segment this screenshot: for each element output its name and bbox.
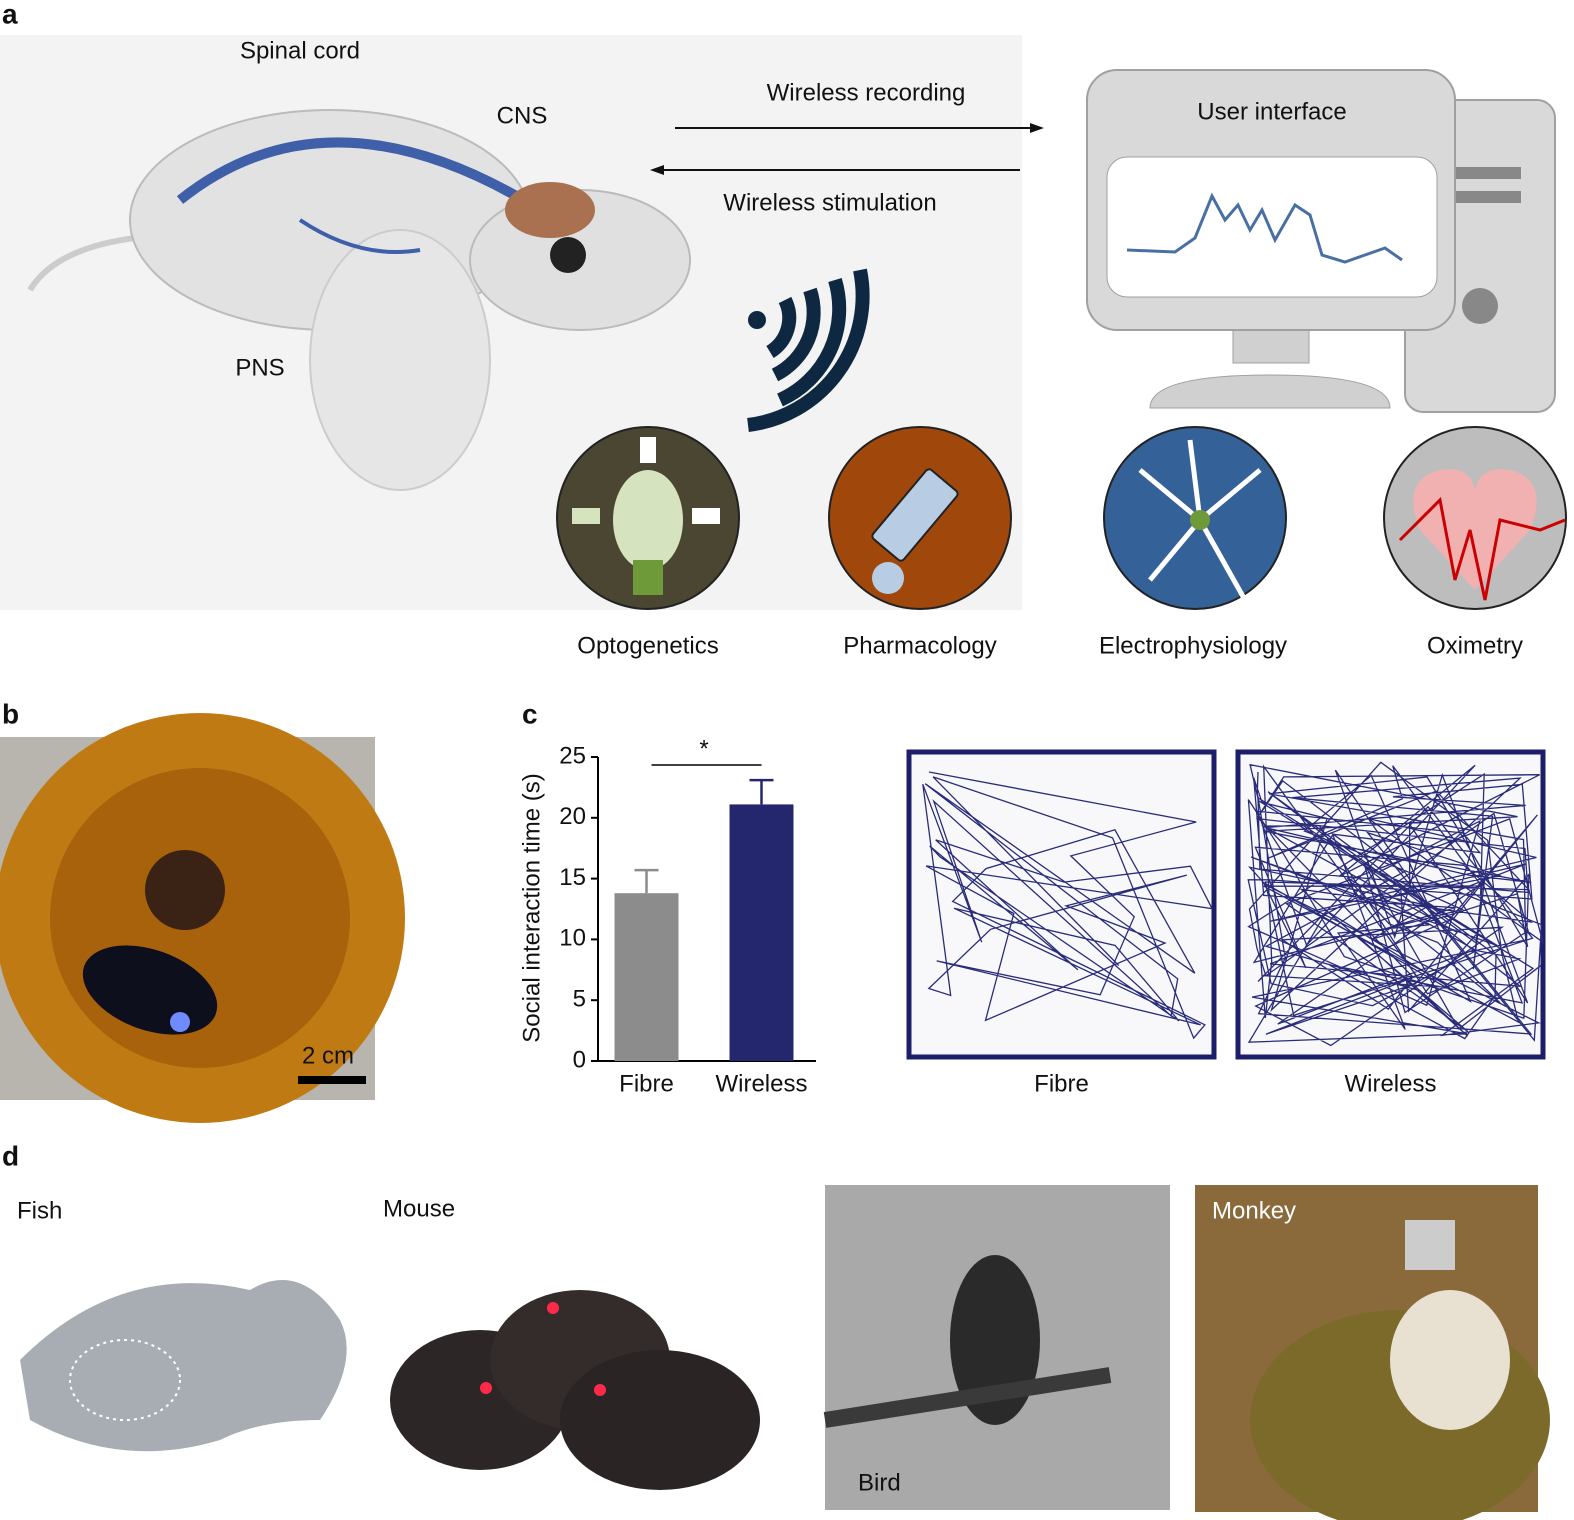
rat-illustration — [27, 109, 691, 491]
bar — [729, 804, 794, 1061]
animal-label: Bird — [858, 1469, 901, 1496]
wireless-icon — [747, 268, 870, 432]
panel-label: a — [2, 0, 18, 29]
panel-label: b — [2, 698, 19, 729]
arrows — [650, 123, 1044, 175]
panel-label: c — [522, 698, 538, 729]
y-tick-label: 15 — [559, 864, 586, 891]
tracking-plots: Fibre Wireless — [906, 749, 1546, 1097]
y-tick-label: 20 — [559, 803, 586, 830]
y-tick-label: 10 — [559, 925, 586, 952]
error-bar — [749, 778, 774, 805]
bar — [614, 893, 679, 1061]
y-axis-label: Social interaction time (s) — [518, 773, 545, 1042]
modality-label: Oximetry — [1427, 632, 1523, 659]
anatomy-label: PNS — [235, 354, 284, 381]
anatomy-label: Spinal cord — [240, 37, 360, 64]
anatomy-label: CNS — [497, 102, 548, 129]
animal-label: Mouse — [383, 1195, 455, 1222]
y-tick-label: 25 — [559, 742, 586, 769]
arena-label: Wireless — [1344, 1070, 1436, 1097]
arrow-label: Wireless recording — [767, 79, 966, 106]
arrow-label: Wireless stimulation — [723, 189, 936, 216]
trajectory — [1247, 761, 1544, 1047]
scale-bar-label: 2 cm — [302, 1042, 354, 1069]
trajectory — [922, 771, 1214, 1040]
arena — [906, 749, 1217, 1060]
computer-label: User interface — [1197, 98, 1346, 125]
modality-icons — [556, 426, 1567, 610]
wheel-photo — [0, 713, 405, 1123]
x-tick-label: Fibre — [619, 1070, 674, 1097]
animal-photos — [20, 1185, 1550, 1520]
y-tick-label: 5 — [573, 986, 586, 1013]
bar-chart: 0 5 10 15 20 25 Fibre Wireless * — [559, 735, 816, 1097]
modality-label: Electrophysiology — [1099, 632, 1287, 659]
arena-label: Fibre — [1034, 1070, 1089, 1097]
computer — [1086, 69, 1556, 413]
modality-label: Optogenetics — [577, 632, 718, 659]
panel-label: d — [2, 1140, 19, 1171]
modality-label: Pharmacology — [843, 632, 996, 659]
significance-marker: * — [699, 735, 708, 762]
animal-label: Fish — [17, 1197, 62, 1224]
y-tick-label: 0 — [573, 1046, 586, 1073]
x-tick-label: Wireless — [715, 1070, 807, 1097]
error-bar — [634, 868, 659, 894]
animal-label: Monkey — [1212, 1197, 1296, 1224]
